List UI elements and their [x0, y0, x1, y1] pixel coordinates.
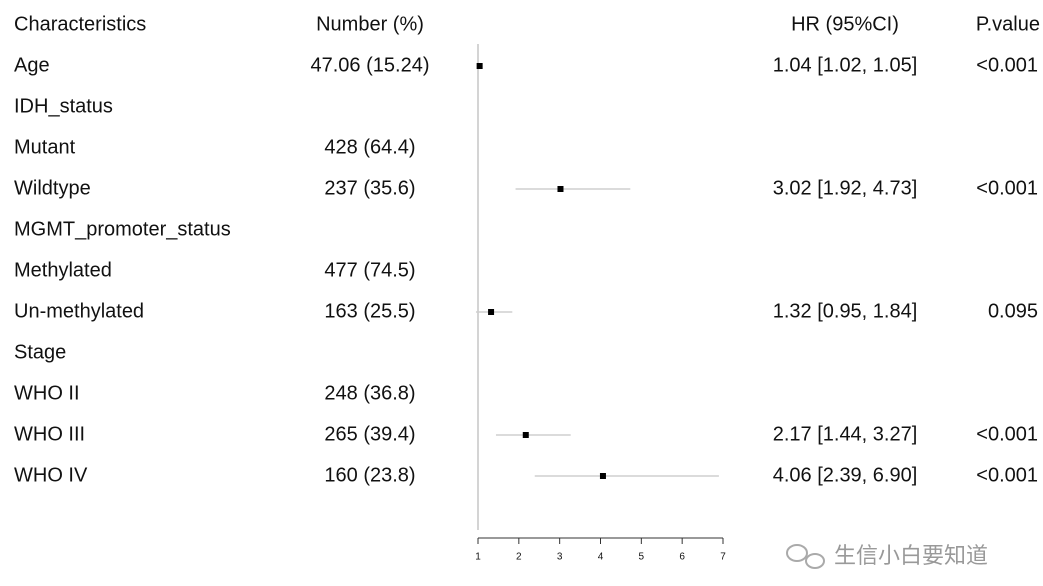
p-value: 0.095 — [988, 300, 1038, 322]
row-number: 160 (23.8) — [324, 464, 415, 486]
x-tick-label: 1 — [475, 552, 481, 563]
watermark: 生信小白要知道 — [834, 543, 988, 568]
p-value: <0.001 — [976, 423, 1038, 445]
row-number: 237 (35.6) — [324, 177, 415, 199]
hr-ci-text: 2.17 [1.44, 3.27] — [773, 423, 918, 445]
hr-ci-text: 1.32 [0.95, 1.84] — [773, 300, 918, 322]
row-label: Un-methylated — [14, 300, 144, 322]
hazard-ratio — [476, 63, 483, 69]
row-number: 477 (74.5) — [324, 259, 415, 281]
row-label: MGMT_promoter_status — [14, 218, 231, 240]
column-header: Number (%) — [316, 13, 424, 35]
column-header: HR (95%CI) — [791, 13, 899, 35]
x-tick-label: 5 — [639, 552, 645, 563]
p-value: <0.001 — [976, 464, 1038, 486]
row-number: 265 (39.4) — [324, 423, 415, 445]
x-tick-label: 6 — [679, 552, 685, 563]
row-label: WHO III — [14, 423, 85, 445]
column-header: Characteristics — [14, 13, 146, 35]
x-tick-label: 7 — [720, 552, 726, 563]
row-number: 163 (25.5) — [324, 300, 415, 322]
row-label: Methylated — [14, 259, 112, 281]
hazard-ratio — [557, 186, 564, 192]
row-label: WHO IV — [14, 464, 88, 486]
row-label: Mutant — [14, 136, 76, 158]
row-label: Age — [14, 54, 50, 76]
watermark-icon — [786, 544, 825, 569]
row-label: Wildtype — [14, 177, 91, 199]
x-tick-label: 3 — [557, 552, 563, 563]
row-number: 47.06 (15.24) — [311, 54, 430, 76]
hr-ci-text: 4.06 [2.39, 6.90] — [773, 464, 918, 486]
hr-ci-text: 1.04 [1.02, 1.05] — [773, 54, 918, 76]
x-tick-label: 2 — [516, 552, 522, 563]
hr-ci-text: 3.02 [1.92, 4.73] — [773, 177, 918, 199]
hazard-ratio — [522, 432, 529, 438]
row-number: 428 (64.4) — [324, 136, 415, 158]
hazard-ratio — [599, 473, 606, 479]
x-tick-label: 4 — [598, 552, 604, 563]
p-value: <0.001 — [976, 177, 1038, 199]
hazard-ratio — [488, 309, 495, 315]
row-number: 248 (36.8) — [324, 382, 415, 404]
row-label: IDH_status — [14, 95, 113, 117]
p-value: <0.001 — [976, 54, 1038, 76]
column-header: P.value — [976, 13, 1040, 35]
row-label: Stage — [14, 341, 66, 363]
row-label: WHO II — [14, 382, 80, 404]
